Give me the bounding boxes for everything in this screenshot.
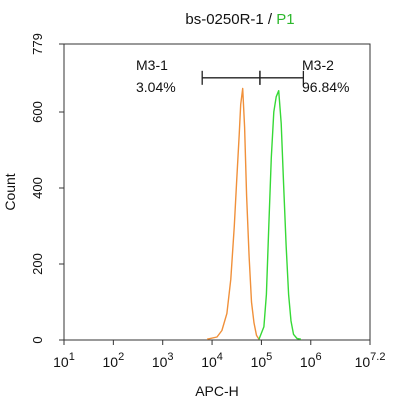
x-tick-label: 107.2 [355, 351, 386, 370]
gate-name: M3-1 [136, 57, 168, 73]
chart-title-sample: bs-0250R-1 / [185, 11, 276, 28]
x-tick-label: 101 [53, 351, 75, 370]
plot-area [63, 43, 371, 341]
x-tick-label: 103 [152, 351, 174, 370]
y-tick-label: 600 [30, 101, 45, 123]
y-tick-label: 200 [30, 253, 45, 275]
y-tick-label: 0 [30, 336, 45, 343]
y-axis-label: Count [2, 173, 18, 210]
histogram-series [206, 87, 302, 340]
chart-title: bs-0250R-1 / P1 [185, 11, 294, 28]
y-axis: 0 200 400 600 779 [30, 33, 64, 344]
y-tick-label: 400 [30, 177, 45, 199]
gate-markers: M3-1 3.04% M3-2 96.84% [136, 57, 349, 95]
x-tick-label: 106 [300, 351, 322, 370]
x-axis-label: APC-H [195, 383, 239, 399]
histogram-line-1 [206, 87, 260, 340]
histogram-line-2 [258, 89, 302, 340]
x-tick-label: 104 [201, 351, 223, 370]
gate-percent: 96.84% [302, 79, 349, 95]
gate-name: M3-2 [302, 57, 334, 73]
x-tick-label: 105 [251, 351, 273, 370]
y-tick-label: 779 [30, 33, 45, 55]
gate-percent: 3.04% [136, 79, 176, 95]
chart-title-population: P1 [276, 11, 294, 28]
x-axis: 101 102 103 104 105 106 107.2 [53, 340, 385, 370]
x-tick-label: 102 [103, 351, 125, 370]
